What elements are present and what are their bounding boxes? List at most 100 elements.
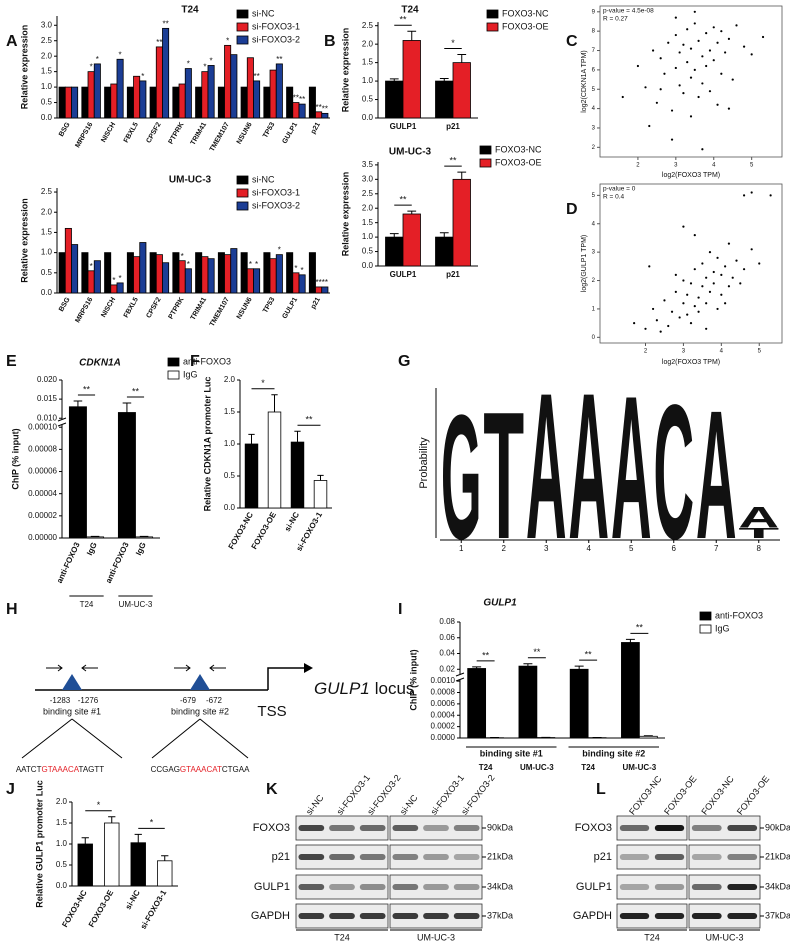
- error-bar: [139, 535, 149, 537]
- bar: [246, 268, 254, 294]
- blot-box: [616, 874, 688, 900]
- bar: [298, 274, 306, 294]
- bar: [126, 86, 134, 119]
- y-tick-label: 0.00008: [28, 444, 57, 453]
- site-end: -672: [206, 696, 223, 705]
- significance: *: [141, 72, 144, 81]
- band: [298, 884, 325, 890]
- point: [705, 276, 708, 279]
- band: [423, 825, 449, 831]
- size-label: 37kDa: [487, 910, 513, 920]
- band: [329, 825, 355, 831]
- bar: [217, 252, 225, 294]
- bar: [104, 252, 112, 294]
- point: [769, 194, 772, 197]
- y-tick-label: 0.0: [41, 288, 53, 297]
- band: [727, 884, 758, 890]
- error-bar: [161, 855, 169, 861]
- y-tick-label: 7: [592, 48, 596, 54]
- seq-flank: TAGTT: [79, 765, 105, 774]
- diagram-h: -1283 -1276 binding site #1 -679 -672 bi…: [16, 663, 414, 774]
- size-label: 37kDa: [765, 910, 790, 920]
- y-axis-label: Probability: [418, 437, 430, 489]
- error-bar: [457, 53, 467, 63]
- y-tick-label: 1.0: [56, 839, 68, 848]
- bar: [292, 272, 300, 294]
- bar: [77, 843, 93, 887]
- y-tick-label: 0.06: [439, 633, 455, 642]
- x-tick-label: 2: [644, 349, 648, 355]
- y-tick-label: 4: [592, 221, 596, 227]
- point: [712, 59, 715, 62]
- x-tick-label: GULP1: [281, 121, 299, 145]
- x-tick-label: T24: [479, 763, 493, 772]
- bar: [267, 411, 282, 509]
- bar: [286, 252, 294, 294]
- bar: [201, 256, 209, 294]
- significance: *: [294, 264, 297, 273]
- x-tick-label: 7: [714, 544, 719, 553]
- point: [731, 276, 734, 279]
- x-tick-label: TRIM41: [190, 296, 209, 321]
- error-bar: [294, 430, 301, 443]
- locus-word: locus: [375, 679, 415, 698]
- point: [655, 101, 658, 104]
- point: [693, 304, 696, 308]
- legend-label: si-FOXO3-1: [252, 187, 300, 197]
- site-start: -1283: [50, 696, 71, 705]
- point: [621, 95, 624, 99]
- error-bar: [271, 394, 278, 412]
- x-tick-label: 5: [758, 349, 762, 355]
- bar: [298, 103, 306, 119]
- bar: [139, 242, 147, 294]
- band: [392, 825, 419, 831]
- significance: **: [162, 19, 168, 28]
- bar: [385, 236, 404, 267]
- significance: *: [119, 274, 122, 283]
- point: [742, 45, 746, 48]
- point: [735, 24, 738, 27]
- y-axis-label: Relative GULP1 promoter Luc: [34, 780, 44, 908]
- bar: [230, 54, 238, 119]
- bar: [253, 80, 261, 119]
- error-bar: [457, 171, 467, 180]
- band: [619, 913, 650, 919]
- seq-motif: GTAAACA: [41, 765, 79, 774]
- x-tick-label: si-NC: [124, 888, 142, 911]
- point: [716, 307, 719, 311]
- significance: *: [97, 800, 101, 810]
- point: [667, 41, 670, 44]
- y-tick-label: 1.0: [224, 439, 236, 448]
- error-bar: [122, 402, 132, 413]
- significance: *: [226, 36, 229, 45]
- y-tick-label: 0.04: [439, 649, 455, 658]
- bar: [184, 268, 192, 294]
- point: [735, 259, 738, 262]
- y-axis-label: Relative expression: [340, 172, 350, 257]
- bar: [452, 62, 471, 119]
- point: [701, 55, 704, 58]
- bar: [149, 252, 157, 294]
- arrow-head: [304, 663, 313, 673]
- bar: [81, 86, 89, 119]
- protein-label: GULP1: [576, 881, 612, 893]
- point: [651, 49, 655, 52]
- band: [298, 913, 325, 919]
- x-tick-label: 4: [720, 349, 724, 355]
- point: [712, 270, 715, 274]
- y-tick-label: 1.5: [56, 818, 68, 827]
- annotation: R = 0.4: [603, 194, 625, 201]
- point: [712, 26, 715, 29]
- locus-label: GULP1 locus: [314, 679, 414, 698]
- error-bar: [439, 232, 449, 238]
- y-tick-label: 1.0: [41, 248, 53, 257]
- site-label: binding site #2: [171, 706, 229, 716]
- bar: [87, 71, 95, 119]
- point: [708, 90, 712, 93]
- point: [758, 262, 761, 265]
- point: [705, 302, 708, 305]
- bar: [638, 735, 658, 739]
- legend-label: IgG: [715, 623, 730, 633]
- bar: [116, 58, 124, 119]
- legend-label: FOXO3-NC: [502, 8, 549, 18]
